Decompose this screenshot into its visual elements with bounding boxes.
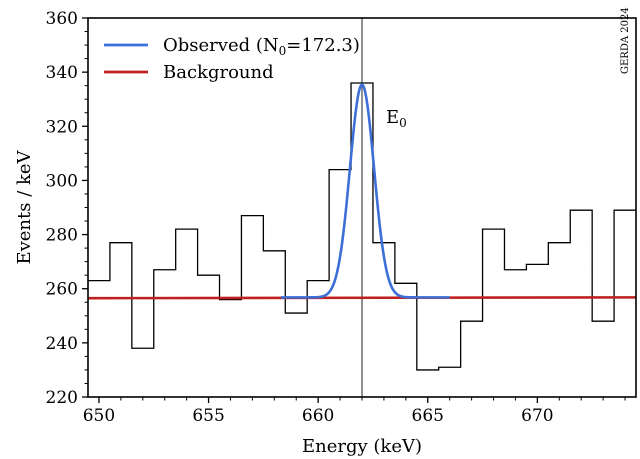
- x-tick-label: 660: [302, 406, 334, 426]
- y-tick-label: 240: [46, 334, 78, 354]
- peak-energy-annotation-subscript: 0: [399, 116, 407, 130]
- x-axis-title: Energy (keV): [302, 436, 422, 457]
- y-axis-title: Events / keV: [14, 149, 35, 264]
- y-tick-label: 260: [46, 280, 78, 300]
- background-line: [88, 296, 636, 300]
- legend-label-observed-main: Observed (N: [163, 35, 279, 56]
- legend-label-observed-subscript: 0: [279, 44, 287, 58]
- y-tick-label: 220: [46, 388, 78, 408]
- x-axis: 650 655 660 665 670: [83, 397, 626, 426]
- y-tick-label: 320: [46, 117, 78, 137]
- y-tick-label: 360: [46, 9, 78, 29]
- x-tick-label: 665: [412, 406, 444, 426]
- legend-label-observed: Observed (N0=172.3): [163, 35, 360, 58]
- chart-marks: [88, 18, 636, 397]
- y-axis: 220 240 260 280 300 320 340 360: [46, 9, 88, 408]
- x-tick-label: 650: [83, 406, 115, 426]
- x-tick-label: 670: [521, 406, 553, 426]
- y-tick-label: 300: [46, 171, 78, 191]
- peak-energy-annotation: E0: [386, 107, 407, 130]
- watermark-label: GERDA 2024: [620, 7, 631, 74]
- legend-label-observed-suffix: =172.3): [286, 35, 360, 56]
- histogram-steps: [88, 82, 636, 371]
- y-tick-label: 280: [46, 226, 78, 246]
- legend: Observed (N0=172.3) Background: [104, 35, 360, 83]
- y-tick-label: 340: [46, 63, 78, 83]
- peak-energy-annotation-main: E: [386, 107, 399, 128]
- legend-label-background: Background: [163, 62, 274, 83]
- x-tick-label: 655: [192, 406, 224, 426]
- observed-fit-curve: [280, 82, 450, 299]
